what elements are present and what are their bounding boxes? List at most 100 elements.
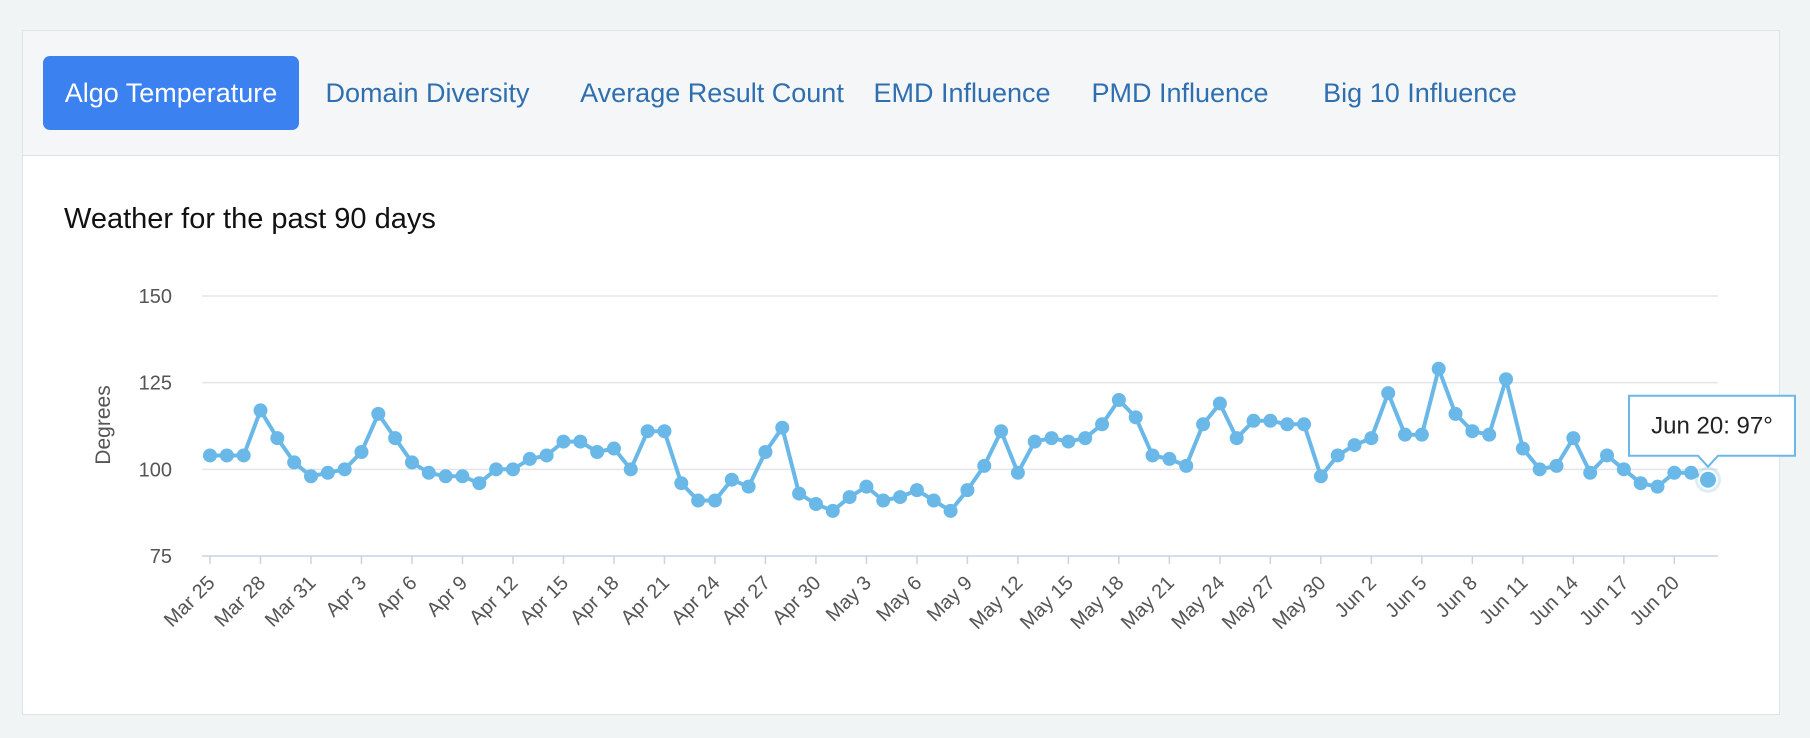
data-point: [556, 434, 571, 449]
data-point: [657, 424, 672, 439]
data-point: [1179, 458, 1194, 473]
data-point: [1549, 458, 1564, 473]
data-point: [623, 462, 638, 477]
chart-title: Weather for the past 90 days: [64, 203, 436, 235]
x-tick-label: Jun 14: [1525, 572, 1583, 630]
data-point: [1145, 448, 1160, 463]
data-point: [354, 445, 369, 459]
data-points: [203, 361, 1721, 518]
data-point: [337, 462, 352, 477]
data-point: [1095, 417, 1110, 432]
x-tick-label: May 3: [822, 572, 876, 626]
data-point: [1600, 448, 1615, 463]
data-point: [455, 469, 470, 484]
data-point: [573, 434, 588, 449]
x-tick-label: Mar 25: [160, 572, 220, 632]
tooltip: Jun 20: 97°: [1628, 394, 1796, 469]
data-point: [1313, 469, 1328, 484]
x-tick-label: Apr 6: [372, 572, 421, 621]
data-point: [1162, 451, 1177, 466]
x-tick-label: May 24: [1167, 572, 1229, 634]
data-point: [707, 493, 722, 508]
x-tick-label: May 6: [872, 572, 926, 626]
data-point: [236, 448, 251, 463]
data-point: [1010, 465, 1025, 480]
data-point: [1650, 479, 1665, 494]
tab-bar: Algo Temperature Domain Diversity Averag…: [23, 31, 1779, 156]
data-point: [1684, 465, 1699, 480]
data-point: [1229, 431, 1244, 446]
data-point: [1448, 406, 1463, 421]
data-point: [1044, 431, 1059, 446]
data-point: [1633, 476, 1648, 491]
x-tick-label: Apr 27: [718, 572, 775, 629]
data-point: [977, 458, 992, 473]
data-point: [505, 462, 520, 477]
data-point: [404, 455, 419, 470]
data-point: [758, 445, 773, 459]
data-point: [724, 472, 739, 487]
data-point: [472, 476, 487, 491]
y-axis-ticks: 75 100 125 150: [139, 286, 172, 568]
data-point: [1532, 462, 1547, 477]
x-tick-label: Apr 21: [617, 572, 674, 629]
x-tick-label: Jun 8: [1432, 572, 1482, 622]
data-point: [590, 445, 605, 459]
tab-emd-influence[interactable]: EMD Influence: [873, 77, 1051, 108]
data-point: [960, 483, 975, 498]
data-point: [1465, 424, 1480, 439]
chart-card: Algo Temperature Domain Diversity Averag…: [22, 30, 1780, 715]
data-point: [792, 486, 807, 501]
y-tick-label-125: 125: [139, 373, 172, 395]
x-tick-label: Apr 3: [322, 572, 371, 621]
tab-big-10-influence[interactable]: Big 10 Influence: [1323, 77, 1517, 108]
tab-domain-diversity[interactable]: Domain Diversity: [325, 77, 530, 108]
x-tick-label: May 27: [1218, 572, 1280, 634]
data-point: [994, 424, 1009, 439]
data-point: [1414, 427, 1429, 442]
data-point: [522, 451, 537, 466]
data-point-hovered: [1698, 469, 1718, 490]
x-tick-label: Jun 2: [1331, 572, 1381, 622]
data-point: [1078, 431, 1093, 446]
y-tick-label-75: 75: [150, 546, 172, 568]
data-point: [1566, 431, 1581, 446]
data-point: [825, 503, 840, 518]
data-point: [775, 420, 790, 435]
data-point: [1263, 413, 1278, 428]
data-point: [1061, 434, 1076, 449]
x-tick-label: May 15: [1016, 572, 1078, 634]
x-tick-label: May 30: [1268, 572, 1330, 634]
data-point: [1381, 386, 1396, 401]
data-point: [320, 465, 335, 480]
data-point: [1616, 462, 1631, 477]
data-point: [1330, 448, 1345, 463]
tab-algo-temperature[interactable]: Algo Temperature: [43, 56, 299, 130]
x-tick-label: Apr 18: [566, 572, 623, 629]
tooltip-box: [1628, 394, 1796, 469]
data-point: [859, 479, 874, 494]
data-point: [1667, 465, 1682, 480]
y-tick-label-100: 100: [139, 459, 172, 481]
grid-lines: [202, 295, 1718, 557]
data-point: [1111, 393, 1126, 407]
tab-pmd-influence[interactable]: PMD Influence: [1091, 77, 1269, 108]
data-point: [1364, 431, 1379, 446]
data-point: [219, 448, 234, 463]
data-point: [1027, 434, 1042, 449]
data-point: [539, 448, 554, 463]
data-point: [1212, 396, 1227, 411]
x-tick-label: Apr 24: [667, 572, 724, 629]
data-point: [1246, 413, 1261, 428]
series-line-algo-temperature: [210, 366, 1709, 513]
data-point: [371, 406, 386, 421]
data-point: [640, 424, 655, 439]
x-tick-label: Jun 5: [1381, 572, 1431, 622]
x-tick-label: Apr 15: [516, 572, 573, 629]
data-point: [1482, 427, 1497, 442]
x-tick-label: Jun 17: [1575, 572, 1633, 630]
tab-average-result-count[interactable]: Average Result Count: [580, 77, 844, 108]
data-point: [808, 497, 823, 511]
x-tick-label: Apr 30: [768, 572, 825, 629]
